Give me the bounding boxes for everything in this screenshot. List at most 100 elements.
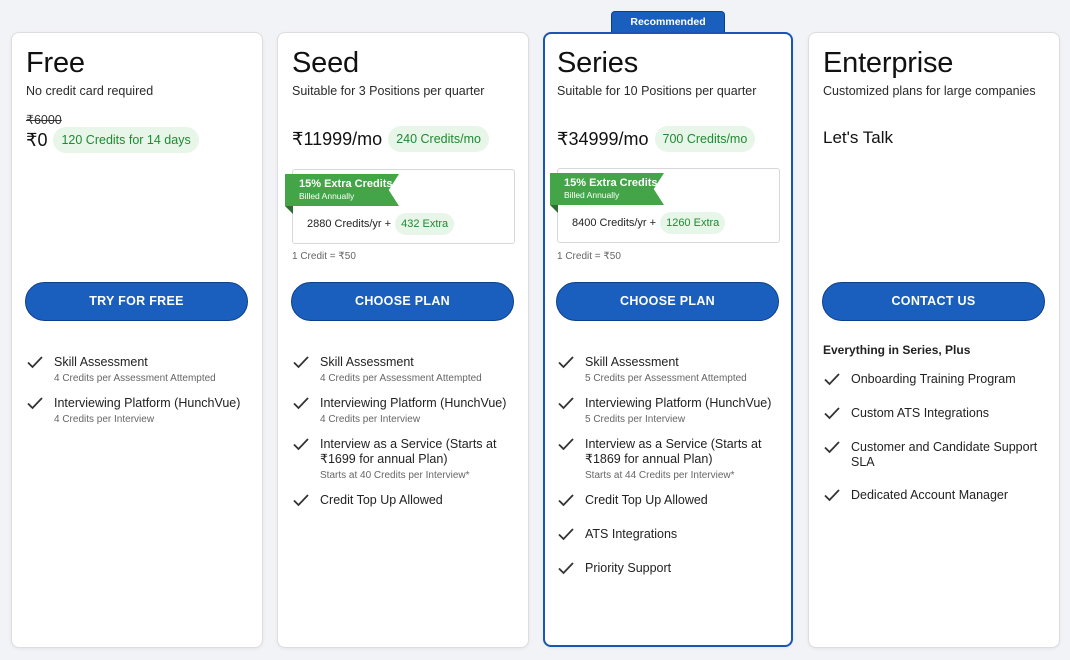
feature-sub: 4 Credits per Interview (54, 414, 155, 425)
feature-list: Skill Assessment 5 Credits per Assessment… (557, 355, 785, 588)
ribbon-fold (550, 205, 558, 213)
check-icon (823, 488, 843, 504)
feature-title: Priority Support (585, 561, 672, 575)
feature-item: Interviewing Platform (HunchVue) 4 Credit… (292, 396, 520, 426)
feature-list: Skill Assessment 4 Credits per Assessment… (292, 355, 520, 520)
check-icon (557, 527, 577, 543)
feature-item: Interviewing Platform (HunchVue) 4 Credit… (26, 396, 254, 426)
credit-note: 1 Credit = ₹50 (557, 251, 621, 262)
plan-card-enterprise: Enterprise Customized plans for large co… (808, 32, 1060, 648)
feature-list: Skill Assessment 4 Credits per Assessment… (26, 355, 254, 437)
feature-title: Interviewing Platform (HunchVue) (54, 396, 241, 410)
feature-item: Custom ATS Integrations (823, 406, 1051, 422)
feature-title: Interviewing Platform (HunchVue) (585, 396, 772, 410)
plan-card-free: Free No credit card required ₹6000 ₹0 12… (11, 32, 263, 648)
contact-us-button[interactable]: CONTACT US (822, 282, 1045, 321)
credits-pill: 120 Credits for 14 days (53, 127, 199, 153)
feature-title: Onboarding Training Program (851, 372, 1016, 386)
check-icon (557, 355, 577, 371)
feature-sub: 5 Credits per Interview (585, 414, 686, 425)
check-icon (557, 561, 577, 577)
feature-sub: 4 Credits per Assessment Attempted (54, 373, 216, 384)
feature-title: Credit Top Up Allowed (585, 493, 708, 507)
lets-talk-text: Let's Talk (823, 128, 894, 147)
ribbon-title: 15% Extra Credits (299, 178, 393, 190)
feature-title: Customer and Candidate Support SLA (851, 440, 1038, 469)
feature-item: Interview as a Service (Starts at ₹1699 … (292, 437, 520, 482)
plan-card-series: Series Suitable for 10 Positions per qua… (543, 32, 793, 647)
ribbon-subtitle: Billed Annually (564, 190, 620, 200)
credits-pill: 240 Credits/mo (388, 126, 489, 152)
annual-credits-row: 2880 Credits/yr + 432 Extra (307, 213, 455, 235)
feature-item: Skill Assessment 4 Credits per Assessment… (26, 355, 254, 385)
feature-item: Onboarding Training Program (823, 372, 1051, 388)
feature-sub: 4 Credits per Assessment Attempted (320, 373, 482, 384)
feature-item: Credit Top Up Allowed (557, 493, 785, 509)
price-row: ₹34999/mo 700 Credits/mo (557, 126, 756, 152)
check-icon (26, 355, 46, 371)
ribbon-title: 15% Extra Credits (564, 177, 658, 189)
ribbon-subtitle: Billed Annually (299, 191, 355, 201)
plan-price: ₹0 (26, 129, 48, 150)
feature-item: Dedicated Account Manager (823, 488, 1051, 504)
feature-item: ATS Integrations (557, 527, 785, 543)
feature-title: Skill Assessment (54, 355, 148, 369)
check-icon (557, 396, 577, 412)
plan-subtitle: Suitable for 3 Positions per quarter (292, 84, 485, 98)
annual-extra-pill: 1260 Extra (660, 212, 726, 234)
feature-title: Dedicated Account Manager (851, 488, 1009, 502)
old-price: ₹6000 (26, 113, 62, 127)
feature-title: Interviewing Platform (HunchVue) (320, 396, 507, 410)
plan-name: Seed (292, 47, 359, 79)
plan-card-seed: Seed Suitable for 3 Positions per quarte… (277, 32, 529, 648)
plan-price: ₹11999/mo (292, 128, 383, 149)
feature-item: Customer and Candidate Support SLA (823, 440, 1051, 470)
feature-title: Skill Assessment (320, 355, 414, 369)
feature-sub: Starts at 44 Credits per Interview* (585, 470, 735, 481)
check-icon (823, 406, 843, 422)
plan-subtitle: Suitable for 10 Positions per quarter (557, 84, 757, 98)
price-row: ₹11999/mo 240 Credits/mo (292, 126, 489, 152)
extra-credits-ribbon: 15% Extra Credits Billed Annually (285, 174, 399, 206)
extra-credits-ribbon: 15% Extra Credits Billed Annually (550, 173, 664, 205)
credit-note: 1 Credit = ₹50 (292, 251, 356, 262)
feature-item: Credit Top Up Allowed (292, 493, 520, 509)
annual-credits-row: 8400 Credits/yr + 1260 Extra (572, 212, 726, 234)
plan-name: Enterprise (823, 47, 954, 79)
feature-list: Onboarding Training Program Custom ATS I… (823, 372, 1051, 522)
annual-credits: 8400 Credits/yr + (572, 217, 657, 229)
feature-item: Interviewing Platform (HunchVue) 5 Credit… (557, 396, 785, 426)
try-for-free-button[interactable]: TRY FOR FREE (25, 282, 248, 321)
check-icon (26, 396, 46, 412)
feature-item: Priority Support (557, 561, 785, 577)
credits-pill: 700 Credits/mo (654, 126, 756, 152)
check-icon (823, 440, 843, 456)
annual-credits-box: 15% Extra Credits Billed Annually 8400 C… (550, 168, 780, 243)
check-icon (292, 355, 312, 371)
choose-plan-button-seed[interactable]: CHOOSE PLAN (291, 282, 514, 321)
feature-item: Interview as a Service (Starts at ₹1869 … (557, 437, 785, 482)
feature-title: ATS Integrations (585, 527, 678, 541)
ribbon-fold (285, 206, 293, 214)
plan-name: Free (26, 47, 85, 79)
plan-subtitle: No credit card required (26, 84, 154, 98)
check-icon (292, 437, 312, 453)
check-icon (292, 493, 312, 509)
feature-sub: Starts at 40 Credits per Interview* (320, 470, 470, 481)
choose-plan-button-series[interactable]: CHOOSE PLAN (556, 282, 779, 321)
check-icon (557, 437, 577, 453)
annual-credits-box: 15% Extra Credits Billed Annually 2880 C… (285, 169, 515, 244)
feature-item: Skill Assessment 4 Credits per Assessment… (292, 355, 520, 385)
features-heading: Everything in Series, Plus (823, 343, 971, 357)
plan-subtitle: Customized plans for large companies (823, 84, 1036, 98)
feature-title: Skill Assessment (585, 355, 679, 369)
plan-name: Series (557, 47, 638, 79)
feature-title: Credit Top Up Allowed (320, 493, 443, 507)
feature-item: Skill Assessment 5 Credits per Assessment… (557, 355, 785, 385)
feature-sub: 4 Credits per Interview (320, 414, 421, 425)
feature-title: Interview as a Service (Starts at ₹1699 … (320, 437, 497, 466)
price-row: ₹0 120 Credits for 14 days (26, 127, 199, 153)
recommended-badge: Recommended (611, 11, 725, 32)
feature-title: Interview as a Service (Starts at ₹1869 … (585, 437, 762, 466)
annual-credits: 2880 Credits/yr + (307, 218, 392, 230)
